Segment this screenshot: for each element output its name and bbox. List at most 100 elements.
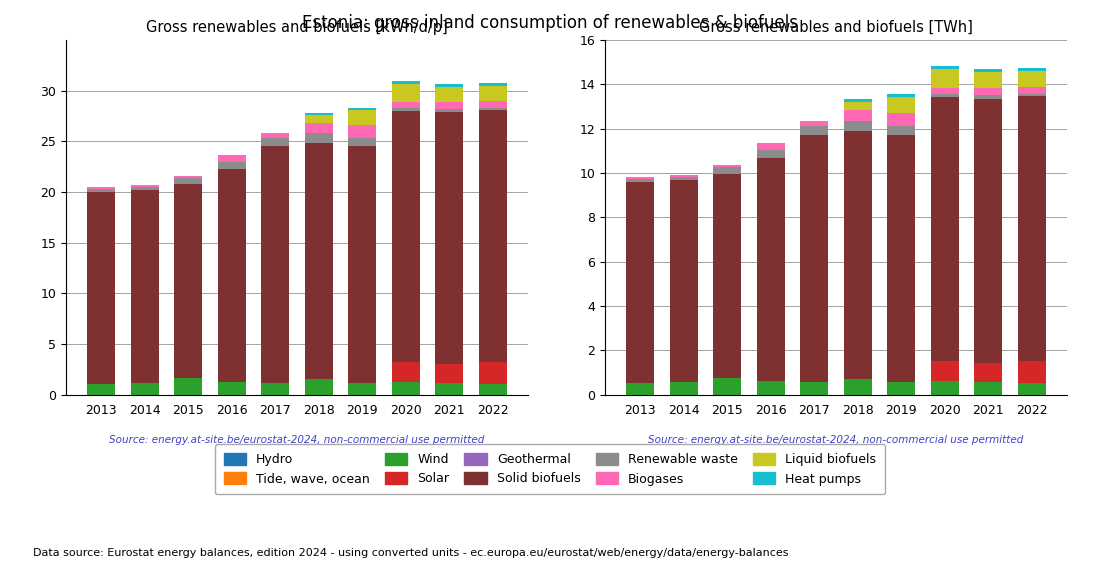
Bar bbox=[757, 150, 785, 158]
Bar bbox=[436, 112, 463, 364]
Legend: Hydro, Tide, wave, ocean, Wind, Solar, Geothermal, Solid biofuels, Renewable was: Hydro, Tide, wave, ocean, Wind, Solar, G… bbox=[214, 444, 886, 494]
Bar bbox=[131, 190, 158, 383]
Bar bbox=[844, 100, 872, 102]
Bar bbox=[1018, 94, 1046, 96]
Bar bbox=[261, 383, 289, 395]
Bar bbox=[975, 69, 1002, 72]
Bar bbox=[844, 379, 872, 395]
Bar bbox=[305, 123, 333, 133]
Text: Source: energy.at-site.be/eurostat-2024, non-commercial use permitted: Source: energy.at-site.be/eurostat-2024,… bbox=[109, 435, 485, 446]
Bar bbox=[348, 108, 376, 110]
Bar bbox=[87, 187, 116, 189]
Bar bbox=[436, 84, 463, 86]
Bar bbox=[87, 189, 116, 192]
Bar bbox=[131, 187, 158, 190]
Bar bbox=[975, 88, 1002, 96]
Bar bbox=[348, 138, 376, 146]
Bar bbox=[1018, 383, 1046, 395]
Bar bbox=[931, 360, 959, 381]
Bar bbox=[670, 180, 697, 382]
Text: Estonia: gross inland consumption of renewables & biofuels: Estonia: gross inland consumption of ren… bbox=[302, 14, 798, 32]
Bar bbox=[931, 88, 959, 94]
Bar bbox=[174, 176, 202, 178]
Bar bbox=[844, 102, 872, 110]
Bar bbox=[392, 382, 420, 395]
Text: Data source: Eurostat energy balances, edition 2024 - using converted units - ec: Data source: Eurostat energy balances, e… bbox=[33, 548, 789, 558]
Bar bbox=[975, 382, 1002, 395]
Bar bbox=[478, 384, 507, 395]
Bar bbox=[844, 121, 872, 132]
Bar bbox=[1018, 86, 1046, 94]
Bar bbox=[713, 167, 741, 174]
Bar bbox=[1018, 361, 1046, 383]
Bar bbox=[713, 378, 741, 395]
Bar bbox=[800, 121, 828, 126]
Bar bbox=[975, 72, 1002, 88]
Bar bbox=[218, 162, 246, 169]
Bar bbox=[392, 81, 420, 84]
Bar bbox=[392, 111, 420, 362]
Bar bbox=[931, 381, 959, 395]
Bar bbox=[1018, 96, 1046, 361]
Bar bbox=[174, 178, 202, 184]
Bar bbox=[218, 382, 246, 395]
Bar bbox=[218, 169, 246, 382]
Bar bbox=[478, 362, 507, 384]
Bar bbox=[626, 383, 654, 395]
Bar bbox=[887, 126, 915, 134]
Bar bbox=[931, 69, 959, 88]
Bar bbox=[887, 382, 915, 395]
Bar bbox=[670, 175, 697, 177]
Bar bbox=[348, 146, 376, 383]
Bar bbox=[713, 174, 741, 378]
Bar bbox=[392, 108, 420, 111]
Bar bbox=[626, 177, 654, 179]
Bar bbox=[305, 113, 333, 115]
Bar bbox=[305, 115, 333, 123]
Bar bbox=[261, 133, 289, 138]
Bar bbox=[478, 101, 507, 108]
Bar bbox=[131, 383, 158, 395]
Bar bbox=[87, 384, 116, 395]
Bar bbox=[305, 379, 333, 395]
Text: Source: energy.at-site.be/eurostat-2024, non-commercial use permitted: Source: energy.at-site.be/eurostat-2024,… bbox=[648, 435, 1024, 446]
Bar bbox=[931, 97, 959, 360]
Bar bbox=[436, 364, 463, 383]
Title: Gross renewables and biofuels [TWh]: Gross renewables and biofuels [TWh] bbox=[700, 19, 972, 35]
Bar bbox=[887, 134, 915, 382]
Bar bbox=[757, 143, 785, 150]
Bar bbox=[392, 102, 420, 108]
Bar bbox=[757, 381, 785, 395]
Bar bbox=[670, 382, 697, 395]
Bar bbox=[757, 158, 785, 381]
Bar bbox=[800, 134, 828, 382]
Bar bbox=[931, 94, 959, 97]
Bar bbox=[800, 126, 828, 134]
Bar bbox=[478, 108, 507, 110]
Bar bbox=[87, 192, 116, 384]
Bar bbox=[975, 363, 1002, 382]
Bar bbox=[887, 113, 915, 126]
Bar bbox=[800, 382, 828, 395]
Bar bbox=[174, 379, 202, 395]
Bar bbox=[1018, 70, 1046, 86]
Bar bbox=[261, 146, 289, 383]
Bar bbox=[844, 110, 872, 121]
Bar bbox=[626, 182, 654, 383]
Bar bbox=[844, 132, 872, 379]
Bar bbox=[670, 177, 697, 180]
Title: Gross renewables and biofuels [kWh/d/p]: Gross renewables and biofuels [kWh/d/p] bbox=[146, 19, 448, 35]
Bar bbox=[261, 138, 289, 146]
Bar bbox=[931, 66, 959, 69]
Bar bbox=[887, 94, 915, 97]
Bar bbox=[975, 98, 1002, 363]
Bar bbox=[713, 165, 741, 167]
Bar bbox=[478, 86, 507, 101]
Bar bbox=[478, 82, 507, 86]
Bar bbox=[218, 154, 246, 162]
Bar bbox=[131, 185, 158, 187]
Bar bbox=[436, 102, 463, 109]
Bar bbox=[305, 144, 333, 379]
Bar bbox=[478, 110, 507, 362]
Bar bbox=[1018, 67, 1046, 70]
